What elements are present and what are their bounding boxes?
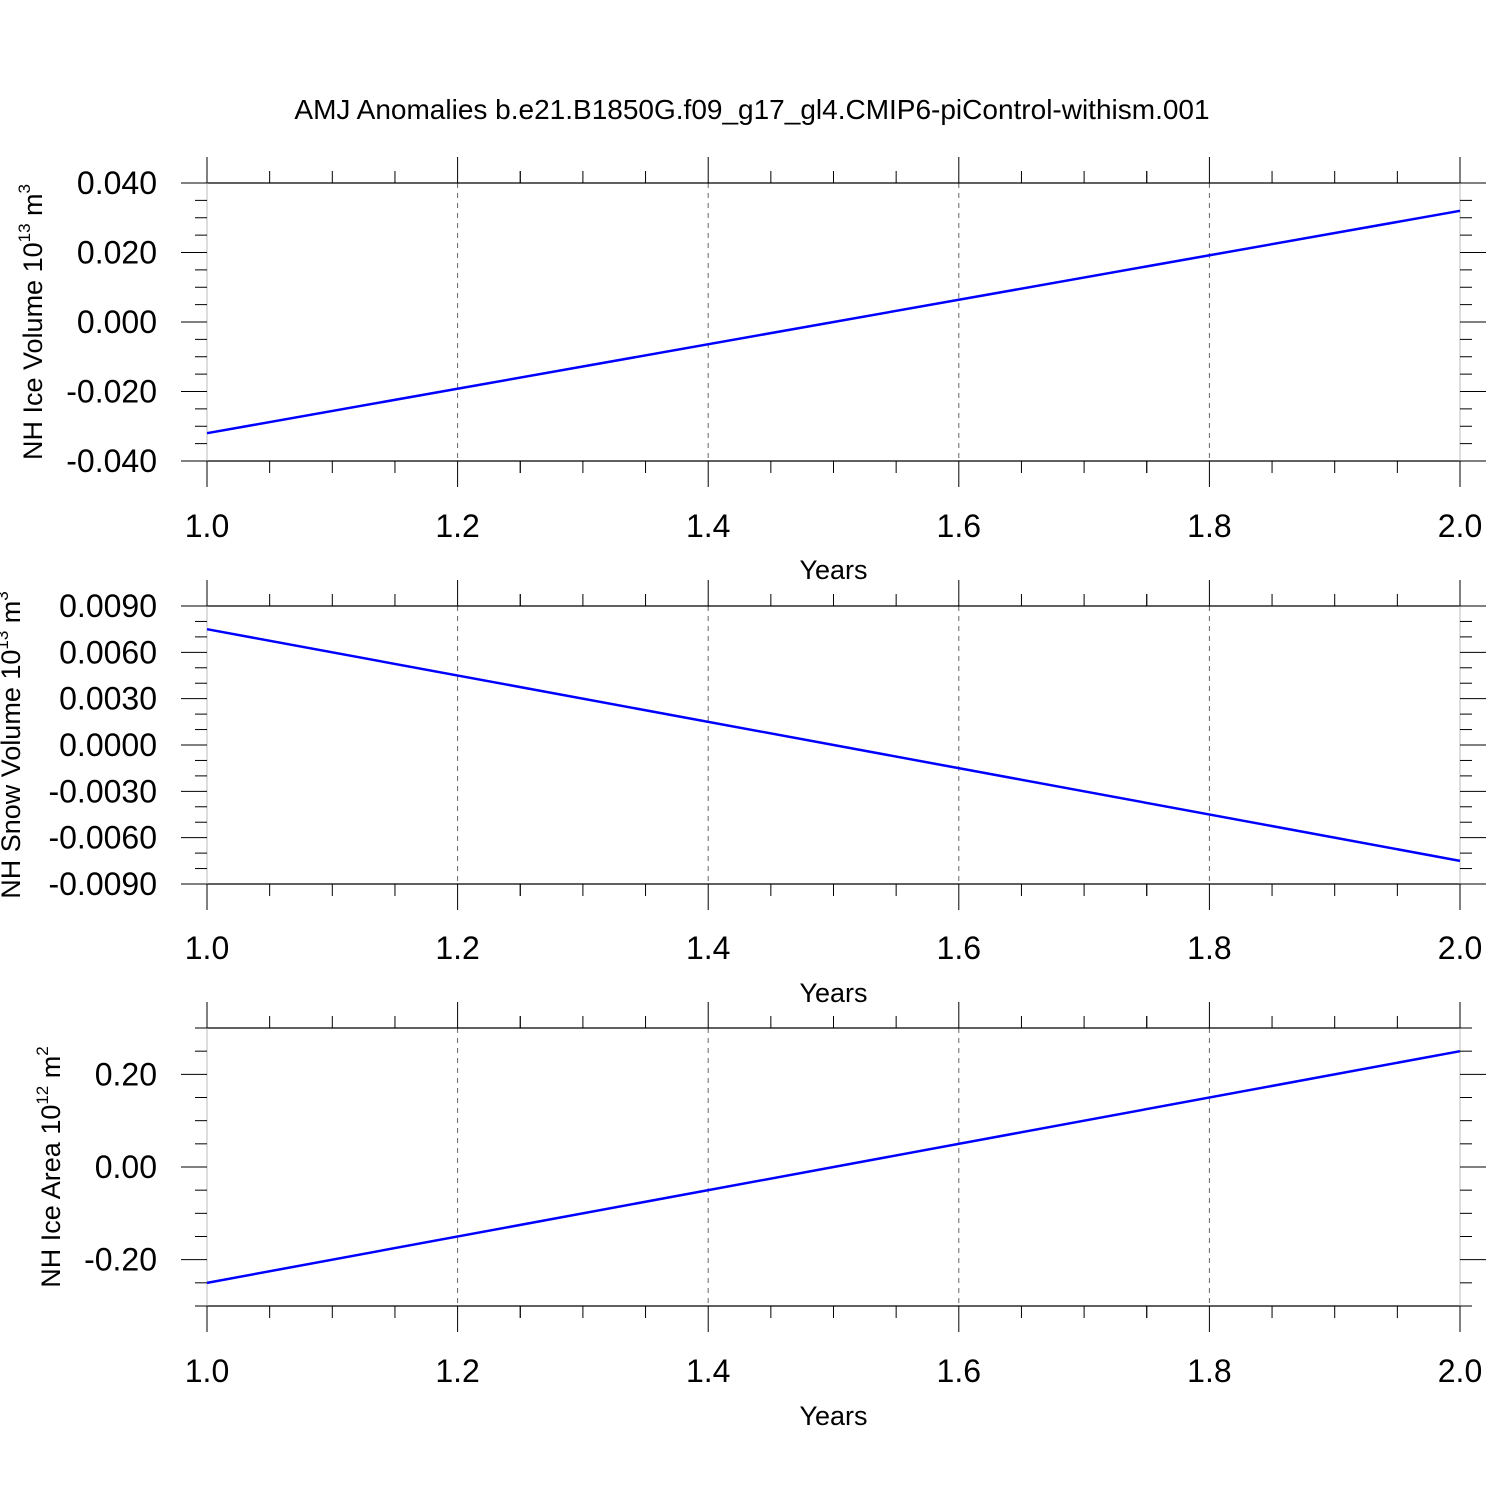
x-tick-label: 2.0	[1438, 508, 1482, 544]
y-axis-label-text: NH Ice Area 10	[36, 1105, 66, 1288]
x-tick-label: 1.4	[686, 1353, 730, 1389]
y-tick-label: 0.20	[95, 1056, 157, 1092]
y-tick-label: -0.0060	[48, 820, 157, 856]
y-tick-label: 0.020	[77, 235, 157, 271]
y-tick-label: 0.00	[95, 1149, 157, 1185]
y-axis-label-unit: m	[36, 1056, 66, 1086]
x-tick-label: 1.4	[686, 930, 730, 966]
x-axis-label: Years	[799, 555, 867, 585]
y-tick-label: 0.0060	[59, 634, 157, 670]
y-axis-label: NH Ice Area 1012 m2	[33, 1046, 66, 1287]
y-axis-label-unit: m	[18, 193, 48, 223]
series-line	[206, 1049, 1461, 1285]
x-tick-label: 1.6	[937, 1353, 981, 1389]
x-tick-label: 1.6	[937, 930, 981, 966]
y-axis-label-exp: 12	[33, 1086, 52, 1105]
x-tick-label: 1.8	[1187, 930, 1231, 966]
panel-1: -0.040 -0.020 0.000 0.020 0.040 1.0 1.2 1.4 1.6 1…	[15, 157, 1486, 585]
x-tick-label: 2.0	[1438, 1353, 1482, 1389]
y-tick-label: 0.0030	[59, 681, 157, 717]
panel-3: -0.20 0.00 0.20 1.0 1.2 1.4 1.6 1.8 2.0 Years NH I…	[33, 1002, 1486, 1431]
series-line	[206, 627, 1461, 863]
y-axis-label-unit: m	[0, 601, 26, 631]
panel-2: -0.0090 -0.0060 -0.0030 0.0000 0.0030 0.0060 0…	[0, 580, 1486, 1008]
x-tick-label: 1.8	[1187, 1353, 1231, 1389]
x-tick-label: 1.2	[435, 930, 479, 966]
svg-text:NH Ice Volume 1013 m3: NH Ice Volume 1013 m3	[15, 184, 48, 460]
y-axis-label-unit-exp: 2	[33, 1046, 52, 1055]
y-tick-label: -0.0090	[48, 866, 157, 902]
y-axis-label-unit-exp: 3	[0, 591, 12, 600]
x-axis-label: Years	[799, 978, 867, 1008]
y-axis-label-unit-exp: 3	[15, 184, 34, 193]
y-tick-label: -0.20	[84, 1242, 157, 1278]
y-tick-label: 0.0000	[59, 727, 157, 763]
y-axis-label: NH Snow Volume 1013 m3	[0, 591, 26, 899]
x-tick-label: 1.2	[435, 508, 479, 544]
y-axis-label-exp: 13	[0, 631, 12, 650]
figure-title: AMJ Anomalies b.e21.B1850G.f09_g17_gl4.C…	[294, 94, 1209, 125]
y-tick-label: 0.000	[77, 304, 157, 340]
y-tick-label: -0.0030	[48, 773, 157, 809]
y-tick-label: -0.020	[66, 374, 157, 410]
x-tick-label: 1.0	[185, 508, 229, 544]
y-tick-label: 0.0090	[59, 588, 157, 624]
x-tick-label: 1.0	[185, 1353, 229, 1389]
x-tick-label: 1.0	[185, 930, 229, 966]
x-tick-label: 1.2	[435, 1353, 479, 1389]
y-axis-label-text: NH Ice Volume 10	[18, 242, 48, 460]
x-tick-label: 2.0	[1438, 930, 1482, 966]
svg-text:NH Snow Volume 1013 m3: NH Snow Volume 1013 m3	[0, 591, 26, 899]
x-tick-label: 1.8	[1187, 508, 1231, 544]
x-axis-label: Years	[799, 1401, 867, 1431]
x-tick-label: 1.6	[937, 508, 981, 544]
series-line	[206, 209, 1461, 435]
y-axis-label-exp: 13	[15, 223, 34, 242]
x-tick-label: 1.4	[686, 508, 730, 544]
y-axis-label: NH Ice Volume 1013 m3	[15, 184, 48, 460]
y-tick-label: 0.040	[77, 165, 157, 201]
svg-text:NH Ice Area 1012 m2: NH Ice Area 1012 m2	[33, 1046, 66, 1287]
y-axis-label-text: NH Snow Volume 10	[0, 650, 26, 899]
y-tick-label: -0.040	[66, 443, 157, 479]
